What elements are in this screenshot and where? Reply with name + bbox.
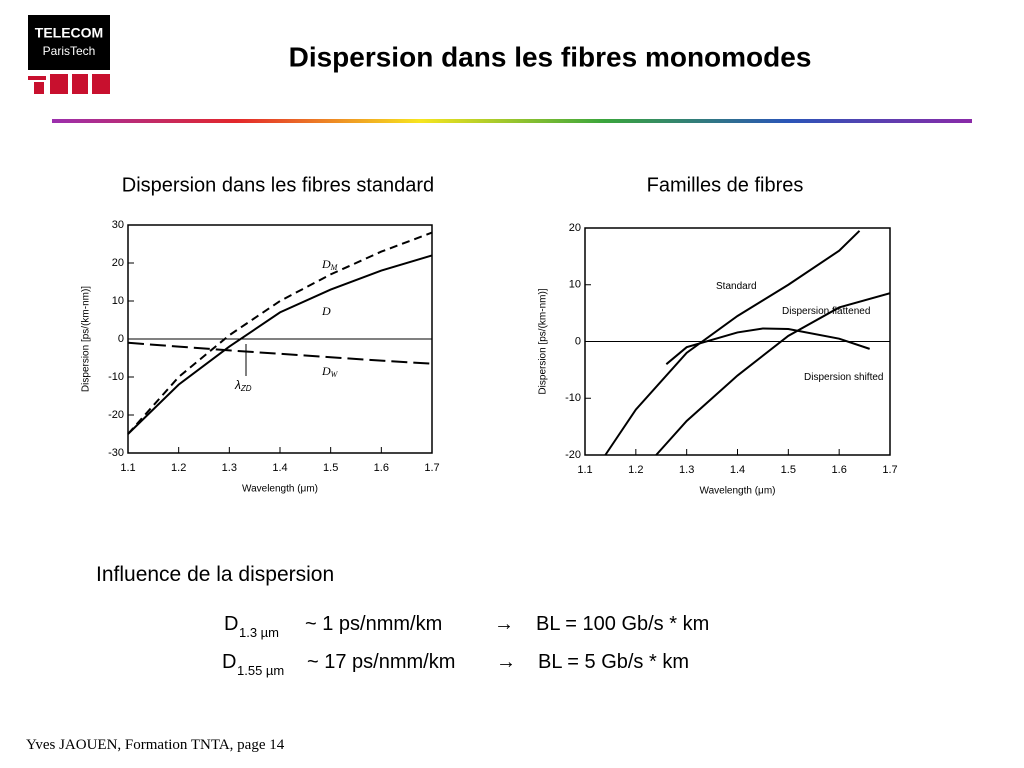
x-tick-label: 1.3: [679, 464, 694, 476]
series-label-main: D: [321, 364, 331, 378]
y-tick-label: -20: [108, 409, 124, 421]
series-label-sub: W: [331, 370, 339, 379]
x-tick-label: 1.6: [832, 464, 847, 476]
x-axis-label: Wavelength (μm): [700, 486, 776, 497]
series-label-main: Dispersion flattened: [782, 306, 870, 317]
series-line: [127, 231, 433, 435]
logo-text: TELECOM: [35, 25, 103, 41]
formula-symbol: D: [224, 613, 239, 635]
series-line: [127, 341, 433, 365]
series-label-main: Dispersion shifted: [804, 372, 883, 383]
series-line: [665, 327, 870, 365]
series-label-main: D: [321, 304, 331, 318]
formula-subscript: 1.3 µm: [239, 625, 280, 640]
formula-subscript: 1.55 µm: [237, 663, 285, 678]
x-tick-label: 1.7: [424, 462, 439, 474]
formula-approx: ~ 1 ps/nmm/km: [305, 613, 443, 635]
x-tick-label: 1.2: [171, 462, 186, 474]
x-tick-label: 1.4: [730, 464, 745, 476]
y-tick-label: 0: [118, 333, 124, 345]
series-label: Dispersion shifted: [804, 372, 883, 383]
x-axis-label: Wavelength (μm): [242, 484, 318, 495]
y-tick-label: 10: [569, 279, 581, 291]
x-tick-label: 1.1: [577, 464, 592, 476]
series-label: DM: [321, 257, 339, 272]
y-tick-label: -10: [565, 392, 581, 404]
y-tick-label: 30: [112, 219, 124, 231]
x-tick-label: 1.4: [272, 462, 287, 474]
x-tick-label: 1.7: [882, 464, 897, 476]
formula-approx: ~ 17 ps/nmm/km: [307, 651, 456, 673]
x-tick-label: 1.1: [120, 462, 135, 474]
annotation-main: λ: [234, 378, 241, 392]
annotation-sub: ZD: [240, 384, 252, 393]
series-label: D: [321, 304, 331, 318]
series-label-sub: M: [330, 263, 339, 272]
chart-title: Familles de fibres: [647, 174, 804, 196]
y-tick-label: -30: [108, 447, 124, 459]
x-tick-label: 1.5: [781, 464, 796, 476]
x-tick-label: 1.3: [222, 462, 237, 474]
series-label: DW: [321, 364, 339, 379]
section-title: Influence de la dispersion: [96, 563, 335, 586]
logo-box: [28, 15, 110, 70]
series-line: [604, 230, 861, 456]
series-label-main: Standard: [716, 281, 757, 292]
formula-result: BL = 5 Gb/s * km: [538, 651, 689, 673]
footer: Yves JAOUEN, Formation TNTA, page 14: [26, 737, 285, 753]
x-tick-label: 1.2: [628, 464, 643, 476]
chart-title: Dispersion dans les fibres standard: [122, 174, 434, 196]
logo-mark: [28, 74, 110, 94]
x-tick-label: 1.6: [374, 462, 389, 474]
y-axis-label: Dispersion [ps/(km-nm)]: [538, 288, 549, 394]
series-label-main: D: [321, 257, 331, 271]
y-axis-label: Dispersion [ps/(km-nm)]: [81, 286, 92, 392]
x-tick-label: 1.5: [323, 462, 338, 474]
slide-title: Dispersion dans les fibres monomodes: [289, 41, 812, 72]
annotation: λZD: [234, 378, 252, 393]
series-line: [655, 292, 891, 456]
y-tick-label: 10: [112, 295, 124, 307]
formula-arrow: →: [494, 613, 514, 635]
y-tick-label: -10: [108, 371, 124, 383]
formula-arrow: →: [496, 651, 516, 673]
y-tick-label: 20: [112, 257, 124, 269]
formula-symbol: D: [222, 651, 237, 673]
formula-result: BL = 100 Gb/s * km: [536, 613, 710, 635]
y-tick-label: 0: [575, 335, 581, 347]
logo-text: ParisTech: [43, 44, 96, 58]
series-label: Standard: [716, 281, 757, 292]
y-tick-label: -20: [565, 449, 581, 461]
title-rule: [52, 119, 972, 123]
y-tick-label: 20: [569, 222, 581, 234]
series-label: Dispersion flattened: [782, 306, 870, 317]
series-line: [127, 254, 433, 435]
